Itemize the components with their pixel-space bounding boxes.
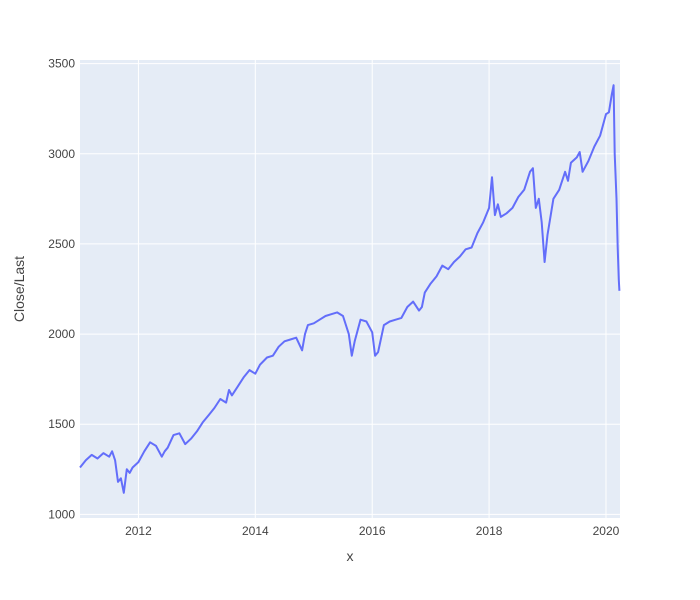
y-tick-label: 1000 — [48, 507, 75, 521]
plot-background — [80, 60, 620, 518]
x-tick-label: 2016 — [359, 524, 386, 538]
x-tick-label: 2014 — [242, 524, 269, 538]
x-tick-labels: 2012 2014 2016 2018 2020 — [125, 524, 620, 538]
x-tick-label: 2012 — [125, 524, 152, 538]
y-tick-label: 2000 — [48, 327, 75, 341]
x-axis-title: x — [347, 548, 354, 564]
x-gridlines — [137, 60, 607, 518]
y-tick-labels: 1000 1500 2000 2500 3000 3500 — [48, 57, 75, 522]
y-gridlines — [80, 63, 620, 515]
series-line — [79, 84, 621, 494]
x-tick-label: 2020 — [593, 524, 620, 538]
y-tick-label: 3000 — [48, 147, 75, 161]
x-tick-label: 2018 — [476, 524, 503, 538]
y-tick-label: 2500 — [48, 237, 75, 251]
y-tick-label: 1500 — [48, 417, 75, 431]
y-tick-label: 3500 — [48, 57, 75, 71]
y-axis-title: Close/Last — [11, 256, 27, 322]
